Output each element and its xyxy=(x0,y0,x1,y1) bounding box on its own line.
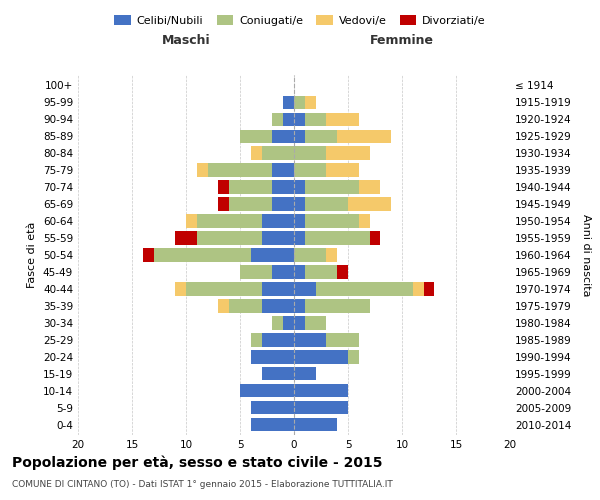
Bar xyxy=(326,112,359,126)
Bar xyxy=(294,198,305,210)
Bar xyxy=(229,198,272,210)
Bar xyxy=(294,300,305,312)
Bar xyxy=(359,214,370,228)
Text: COMUNE DI CINTANO (TO) - Dati ISTAT 1° gennaio 2015 - Elaborazione TUTTITALIA.IT: COMUNE DI CINTANO (TO) - Dati ISTAT 1° g… xyxy=(12,480,393,489)
Bar xyxy=(294,384,348,398)
Bar xyxy=(197,164,208,176)
Text: Maschi: Maschi xyxy=(161,34,211,48)
Bar xyxy=(370,232,380,244)
Bar xyxy=(305,300,370,312)
Bar xyxy=(283,112,294,126)
Bar xyxy=(294,367,316,380)
Bar xyxy=(197,214,262,228)
Bar xyxy=(262,334,294,346)
Bar xyxy=(305,266,337,278)
Bar xyxy=(305,232,370,244)
Bar xyxy=(251,146,262,160)
Bar xyxy=(305,198,348,210)
Bar xyxy=(359,180,380,194)
Bar xyxy=(348,198,391,210)
Bar xyxy=(272,164,294,176)
Bar xyxy=(240,384,294,398)
Bar xyxy=(348,350,359,364)
Bar xyxy=(229,180,272,194)
Bar xyxy=(272,316,283,330)
Bar xyxy=(262,282,294,296)
Bar xyxy=(197,232,262,244)
Bar xyxy=(218,198,229,210)
Bar xyxy=(154,248,251,262)
Bar xyxy=(326,146,370,160)
Bar xyxy=(294,130,305,143)
Bar xyxy=(186,214,197,228)
Bar xyxy=(294,266,305,278)
Bar xyxy=(272,266,294,278)
Bar xyxy=(262,146,294,160)
Bar xyxy=(251,401,294,414)
Bar xyxy=(305,180,359,194)
Bar xyxy=(294,214,305,228)
Bar xyxy=(305,316,326,330)
Bar xyxy=(240,130,272,143)
Y-axis label: Anni di nascita: Anni di nascita xyxy=(581,214,591,296)
Bar xyxy=(337,130,391,143)
Bar xyxy=(305,130,337,143)
Bar xyxy=(294,334,326,346)
Bar xyxy=(175,282,186,296)
Bar xyxy=(272,180,294,194)
Bar xyxy=(294,180,305,194)
Bar xyxy=(186,282,262,296)
Bar xyxy=(143,248,154,262)
Bar xyxy=(424,282,434,296)
Y-axis label: Fasce di età: Fasce di età xyxy=(28,222,37,288)
Bar xyxy=(413,282,424,296)
Bar xyxy=(294,164,326,176)
Bar xyxy=(251,334,262,346)
Bar xyxy=(294,96,305,109)
Bar xyxy=(262,214,294,228)
Bar xyxy=(326,334,359,346)
Bar xyxy=(272,198,294,210)
Bar xyxy=(294,350,348,364)
Bar xyxy=(218,300,229,312)
Bar xyxy=(262,367,294,380)
Bar xyxy=(218,180,229,194)
Bar xyxy=(283,96,294,109)
Bar xyxy=(283,316,294,330)
Bar xyxy=(316,282,413,296)
Bar xyxy=(326,248,337,262)
Bar xyxy=(305,96,316,109)
Bar xyxy=(294,282,316,296)
Bar xyxy=(294,232,305,244)
Bar xyxy=(294,316,305,330)
Bar xyxy=(337,266,348,278)
Bar xyxy=(229,300,262,312)
Text: Femmine: Femmine xyxy=(370,34,434,48)
Bar xyxy=(294,418,337,432)
Bar xyxy=(262,300,294,312)
Legend: Celibi/Nubili, Coniugati/e, Vedovi/e, Divorziati/e: Celibi/Nubili, Coniugati/e, Vedovi/e, Di… xyxy=(110,10,490,30)
Bar xyxy=(326,164,359,176)
Bar xyxy=(272,112,283,126)
Bar xyxy=(272,130,294,143)
Bar xyxy=(251,248,294,262)
Bar xyxy=(294,112,305,126)
Bar xyxy=(208,164,272,176)
Bar xyxy=(251,350,294,364)
Bar xyxy=(240,266,272,278)
Bar xyxy=(294,401,348,414)
Bar xyxy=(251,418,294,432)
Bar xyxy=(305,214,359,228)
Bar xyxy=(294,248,326,262)
Bar xyxy=(294,146,326,160)
Bar xyxy=(262,232,294,244)
Text: Popolazione per età, sesso e stato civile - 2015: Popolazione per età, sesso e stato civil… xyxy=(12,455,383,469)
Bar xyxy=(305,112,326,126)
Bar xyxy=(175,232,197,244)
